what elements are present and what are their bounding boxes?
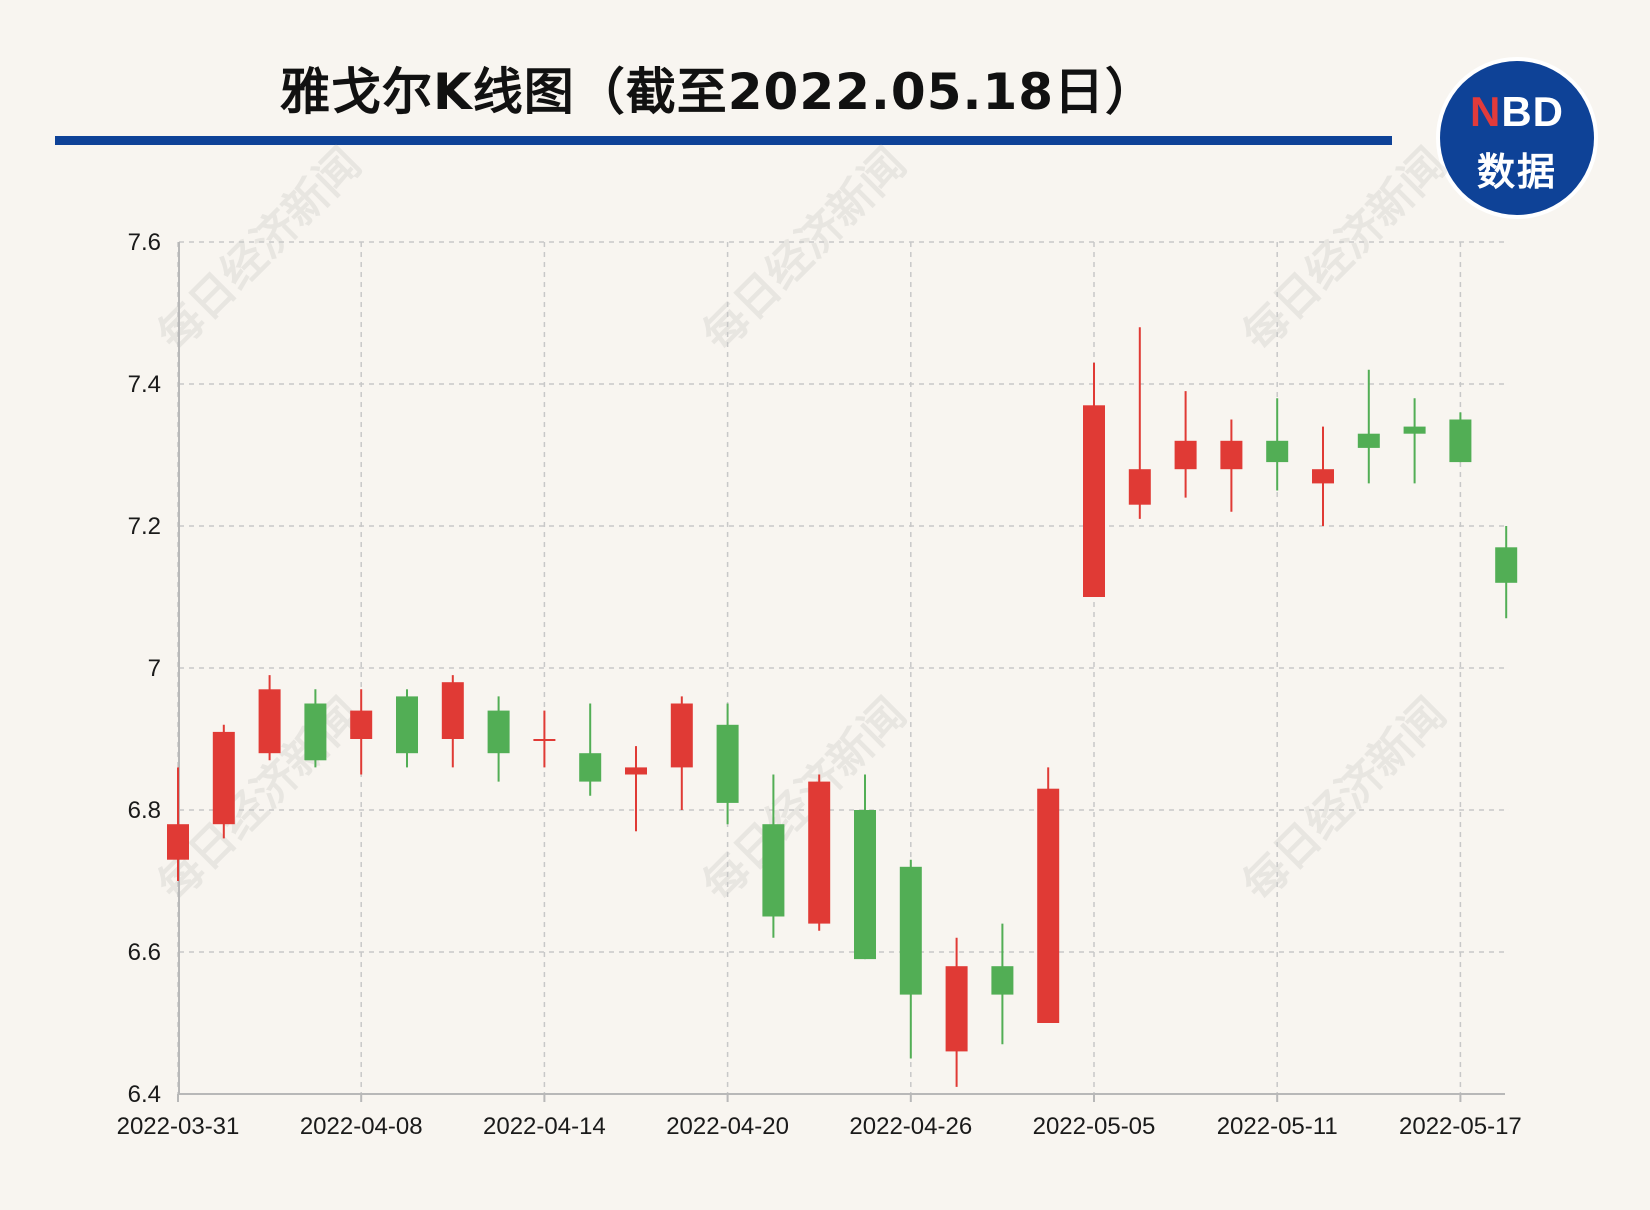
chart-title: 雅戈尔K线图（截至2022.05.18日） (280, 63, 1157, 121)
candle-body (1266, 440, 1289, 463)
watermark-text: 每日经济新闻 (693, 138, 916, 361)
y-tick-label: 6.6 (128, 939, 161, 966)
candle (762, 774, 785, 938)
candle-body (1083, 405, 1105, 597)
candle-body (716, 724, 739, 803)
candle-body (762, 824, 785, 917)
x-tick-label: 2022-05-11 (1217, 1113, 1338, 1140)
candle (1037, 767, 1060, 1023)
x-tick-label: 2022-04-26 (849, 1113, 972, 1140)
candle (1357, 369, 1380, 484)
candle-body (350, 710, 373, 739)
x-tick-label: 2022-05-17 (1399, 1113, 1522, 1140)
candle-body (670, 703, 693, 768)
candle-body (808, 781, 831, 924)
candle (304, 689, 327, 768)
candle (808, 774, 831, 931)
candle-body (396, 696, 418, 754)
candle-body (304, 703, 327, 761)
candle (1266, 398, 1289, 491)
candle (991, 923, 1014, 1045)
axes (177, 242, 1505, 1102)
candle (212, 724, 235, 839)
grid-lines (177, 241, 1505, 1094)
y-tick-label: 6.8 (128, 797, 161, 824)
x-tick-label: 2022-04-14 (483, 1113, 606, 1140)
candle (1495, 526, 1518, 619)
candle (899, 859, 922, 1059)
candle-body (1128, 469, 1151, 505)
candle-body (1403, 426, 1426, 434)
candle (1220, 419, 1243, 512)
candle-body (1312, 469, 1334, 484)
watermark-text: 每日经济新闻 (1233, 688, 1456, 911)
candle-body (1220, 440, 1243, 470)
candle-body (212, 731, 235, 825)
candle (1312, 426, 1334, 526)
nbd-logo: NBD 数据 (1440, 61, 1594, 215)
candle-body (167, 824, 189, 860)
candle (441, 675, 464, 768)
logo-brand-rest: BD (1501, 88, 1564, 135)
candle (487, 696, 510, 782)
y-tick-label: 7.2 (128, 513, 161, 540)
candle (1128, 327, 1151, 519)
candle-body (625, 767, 647, 775)
title-underline (55, 136, 1392, 145)
candle-body (899, 866, 922, 995)
candle-body (991, 966, 1014, 995)
candle-body (258, 689, 281, 754)
candle (1174, 391, 1197, 498)
y-tick-label: 6.4 (128, 1081, 161, 1108)
candle-body (945, 966, 968, 1052)
candle-body (1174, 440, 1197, 470)
candle (258, 675, 281, 761)
x-tick-label: 2022-05-05 (1033, 1113, 1156, 1140)
x-tick-label: 2022-04-20 (666, 1113, 789, 1140)
candle-body (1495, 547, 1518, 583)
candle-body (1449, 419, 1472, 463)
candle (396, 689, 418, 768)
logo-brand-n: N (1469, 88, 1502, 135)
x-tick-label: 2022-04-08 (300, 1113, 423, 1140)
candle (350, 689, 373, 775)
y-tick-label: 7.4 (128, 371, 161, 398)
candle (1449, 412, 1472, 463)
candle (1083, 362, 1105, 597)
candle (625, 746, 647, 832)
tick-labels: 6.4 6.6 6.8 7 7.2 7.4 7.6 2022-03-31 2022-04-08 2… (117, 229, 1522, 1140)
candle-body (487, 710, 510, 754)
y-tick-label: 7.6 (128, 229, 161, 256)
candle (716, 703, 739, 825)
candle-body (579, 753, 602, 782)
candle-body (1037, 788, 1060, 1023)
watermark-text: 每日经济新闻 (148, 138, 371, 361)
candle (533, 710, 556, 768)
candle (854, 774, 876, 960)
candle (670, 696, 693, 810)
logo-brand: NBD (1440, 88, 1594, 136)
watermark-text: 每日经济新闻 (1233, 138, 1456, 361)
candle-body (533, 739, 556, 741)
candle (579, 703, 602, 796)
x-tick-label: 2022-03-31 (117, 1113, 240, 1140)
y-tick-label: 7 (148, 655, 161, 682)
candle-body (1357, 433, 1380, 448)
candle (167, 767, 189, 881)
candle-body (441, 682, 464, 739)
logo-subtitle: 数据 (1476, 150, 1557, 194)
candle (1403, 398, 1426, 484)
candle (945, 937, 968, 1087)
candles (167, 327, 1518, 1087)
candle-body (854, 810, 876, 960)
